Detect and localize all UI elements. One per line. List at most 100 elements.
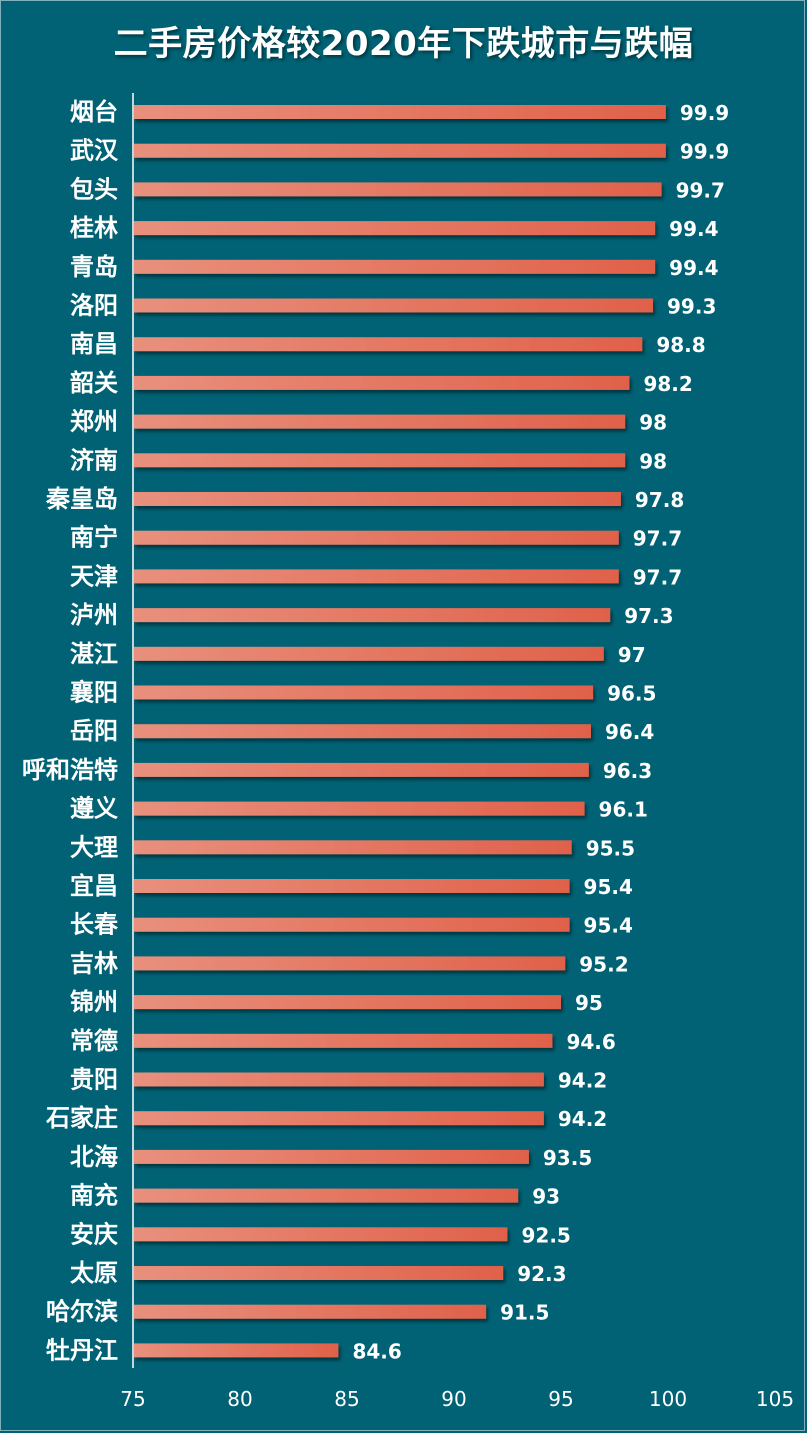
category-label: 锦州 bbox=[70, 988, 118, 1016]
category-label: 石家庄 bbox=[45, 1104, 118, 1132]
value-label: 96.1 bbox=[599, 798, 648, 822]
labels-layer: 烟台 99.9 武汉 99.9 包头 99.7 桂林 99.4 青岛 99.4 洛阳 99.3 南昌 98… bbox=[22, 98, 729, 1364]
x-tick-label: 105 bbox=[756, 1387, 794, 1411]
bar-7 bbox=[134, 337, 643, 352]
value-label: 97.8 bbox=[635, 488, 684, 512]
value-label: 97.7 bbox=[633, 565, 682, 589]
bar-30 bbox=[134, 1227, 508, 1242]
bar-13 bbox=[134, 569, 619, 584]
category-label: 洛阳 bbox=[70, 292, 118, 320]
value-label: 97.7 bbox=[633, 527, 682, 551]
bar-28 bbox=[134, 1149, 529, 1164]
value-label: 84.6 bbox=[352, 1339, 401, 1363]
value-label: 95.4 bbox=[584, 875, 633, 899]
value-label: 92.3 bbox=[517, 1262, 566, 1286]
category-label: 长春 bbox=[70, 911, 118, 939]
bar-24 bbox=[134, 995, 561, 1010]
bar-14 bbox=[134, 608, 611, 623]
bar-12 bbox=[134, 530, 619, 545]
category-label: 吉林 bbox=[70, 949, 118, 977]
value-label: 98.8 bbox=[656, 333, 705, 357]
value-label: 95.5 bbox=[586, 836, 635, 860]
bar-11 bbox=[134, 492, 621, 506]
bar-4 bbox=[134, 221, 656, 236]
x-tick-label: 80 bbox=[227, 1387, 252, 1411]
x-tick-label: 100 bbox=[649, 1387, 687, 1411]
category-label: 泸州 bbox=[70, 601, 118, 629]
category-label: 牡丹江 bbox=[46, 1336, 118, 1364]
value-label: 96.3 bbox=[603, 759, 652, 783]
category-label: 贵阳 bbox=[70, 1066, 118, 1094]
category-label: 包头 bbox=[70, 175, 118, 203]
bar-25 bbox=[134, 1033, 553, 1048]
bar-6 bbox=[134, 298, 654, 313]
category-label: 湛江 bbox=[70, 640, 118, 668]
category-label: 南充 bbox=[70, 1182, 118, 1210]
category-label: 南宁 bbox=[70, 524, 118, 552]
value-label: 97 bbox=[618, 643, 646, 667]
bar-5 bbox=[134, 259, 656, 274]
value-label: 94.2 bbox=[558, 1069, 607, 1093]
category-label: 遵义 bbox=[70, 795, 118, 823]
chart-title: 二手房价格较2020年下跌城市与跌幅 bbox=[113, 24, 694, 64]
value-label: 99.9 bbox=[680, 140, 729, 164]
value-label: 91.5 bbox=[500, 1301, 549, 1325]
bar-27 bbox=[134, 1111, 544, 1126]
value-label: 95.4 bbox=[584, 914, 633, 938]
category-label: 济南 bbox=[70, 446, 118, 474]
category-label: 襄阳 bbox=[69, 679, 118, 707]
bar-29 bbox=[134, 1188, 519, 1203]
value-label: 98 bbox=[639, 449, 667, 473]
value-label: 93 bbox=[532, 1185, 560, 1209]
bar-33 bbox=[134, 1343, 339, 1358]
value-label: 98.2 bbox=[643, 372, 692, 396]
value-label: 99.4 bbox=[669, 256, 718, 280]
value-label: 94.2 bbox=[558, 1107, 607, 1131]
value-label: 96.5 bbox=[607, 682, 656, 706]
bar-15 bbox=[134, 646, 604, 661]
bar-26 bbox=[134, 1072, 544, 1087]
bar-1 bbox=[134, 105, 666, 119]
value-label: 92.5 bbox=[522, 1223, 571, 1247]
category-label: 烟台 bbox=[70, 98, 118, 126]
category-label: 天津 bbox=[70, 562, 118, 590]
value-label: 98 bbox=[639, 411, 667, 435]
x-tick-label: 90 bbox=[441, 1387, 466, 1411]
category-label: 安庆 bbox=[70, 1220, 118, 1248]
bar-19 bbox=[134, 801, 585, 816]
bar-20 bbox=[134, 840, 572, 855]
bar-23 bbox=[134, 956, 566, 971]
category-label: 哈尔滨 bbox=[46, 1298, 118, 1326]
value-label: 96.4 bbox=[605, 720, 654, 744]
bar-22 bbox=[134, 917, 570, 932]
value-label: 94.6 bbox=[566, 1030, 615, 1054]
category-label: 大理 bbox=[70, 833, 118, 861]
category-label: 韶关 bbox=[70, 369, 118, 397]
bar-9 bbox=[134, 414, 626, 429]
bar-31 bbox=[134, 1266, 504, 1280]
value-label: 99.7 bbox=[676, 178, 725, 202]
bar-3 bbox=[134, 182, 662, 197]
bar-16 bbox=[134, 685, 594, 700]
x-tick-label: 75 bbox=[120, 1387, 145, 1411]
category-label: 常德 bbox=[70, 1027, 118, 1055]
bars-layer bbox=[134, 105, 666, 1358]
category-label: 岳阳 bbox=[70, 717, 118, 745]
bar-21 bbox=[134, 879, 570, 893]
bar-17 bbox=[134, 724, 591, 739]
value-label: 99.3 bbox=[667, 295, 716, 319]
category-label: 呼和浩特 bbox=[22, 756, 118, 784]
bar-10 bbox=[134, 453, 626, 468]
bar-18 bbox=[134, 762, 589, 777]
value-label: 97.3 bbox=[624, 604, 673, 628]
bar-8 bbox=[134, 375, 630, 390]
category-label: 桂林 bbox=[70, 214, 118, 242]
value-label: 99.4 bbox=[669, 217, 718, 241]
value-label: 95.2 bbox=[579, 952, 628, 976]
category-label: 青岛 bbox=[70, 253, 118, 281]
x-tick-label: 95 bbox=[548, 1387, 573, 1411]
category-label: 南昌 bbox=[70, 330, 118, 358]
bar-2 bbox=[134, 143, 666, 158]
